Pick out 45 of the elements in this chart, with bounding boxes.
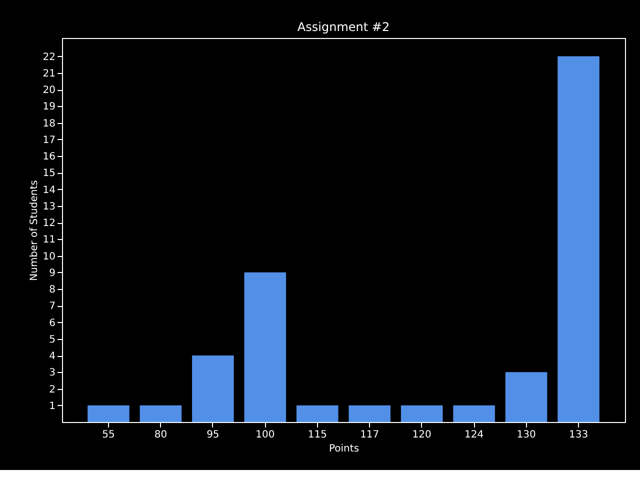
y-tick-label: 17 — [42, 134, 56, 146]
x-axis-title: Points — [328, 444, 360, 454]
y-tick-label: 15 — [42, 168, 56, 180]
x-tick-label: 117 — [360, 430, 380, 440]
chart-title: Assignment #2 — [297, 20, 390, 34]
y-tick-label: 18 — [42, 118, 56, 130]
x-tick-label: 124 — [464, 430, 484, 440]
y-tick-label: 20 — [42, 85, 56, 96]
x-tick-label: 120 — [412, 430, 432, 440]
y-tick-label: 5 — [49, 334, 56, 346]
bar — [400, 405, 443, 422]
bar — [140, 405, 182, 422]
y-tick-label: 21 — [42, 68, 56, 80]
x-tick-label: 95 — [206, 430, 220, 440]
y-tick-label: 14 — [42, 184, 56, 196]
y-tick-label: 12 — [42, 218, 56, 230]
y-tick-label: 9 — [49, 268, 56, 279]
y-tick-label: 10 — [42, 251, 56, 262]
y-tick-label: 19 — [42, 102, 56, 113]
y-tick-label: 8 — [49, 284, 56, 296]
bar — [505, 372, 548, 422]
y-tick-label: 22 — [42, 52, 56, 63]
y-axis-title: Number of Students — [28, 180, 40, 281]
bar — [296, 405, 338, 422]
bar — [244, 272, 286, 422]
y-tick-label: 2 — [49, 384, 56, 396]
y-tick-label: 16 — [42, 152, 56, 163]
x-tick-label: 55 — [102, 430, 115, 440]
y-tick-label: 13 — [42, 201, 56, 212]
bar — [192, 356, 234, 422]
y-tick-label: 6 — [49, 318, 56, 329]
y-tick-label: 4 — [49, 351, 56, 362]
bar — [348, 405, 391, 422]
x-tick-label: 133 — [568, 430, 588, 440]
y-tick-label: 7 — [49, 301, 56, 312]
x-tick-label: 130 — [516, 430, 536, 440]
x-tick-label: 100 — [256, 430, 275, 440]
y-tick-label: 1 — [49, 400, 56, 412]
bar — [453, 405, 495, 422]
bar — [558, 56, 600, 422]
x-tick-label: 80 — [154, 430, 168, 440]
x-tick-label: 115 — [308, 430, 327, 440]
bar — [88, 405, 130, 422]
y-tick-label: 11 — [42, 234, 56, 246]
y-tick-label: 3 — [49, 368, 56, 379]
